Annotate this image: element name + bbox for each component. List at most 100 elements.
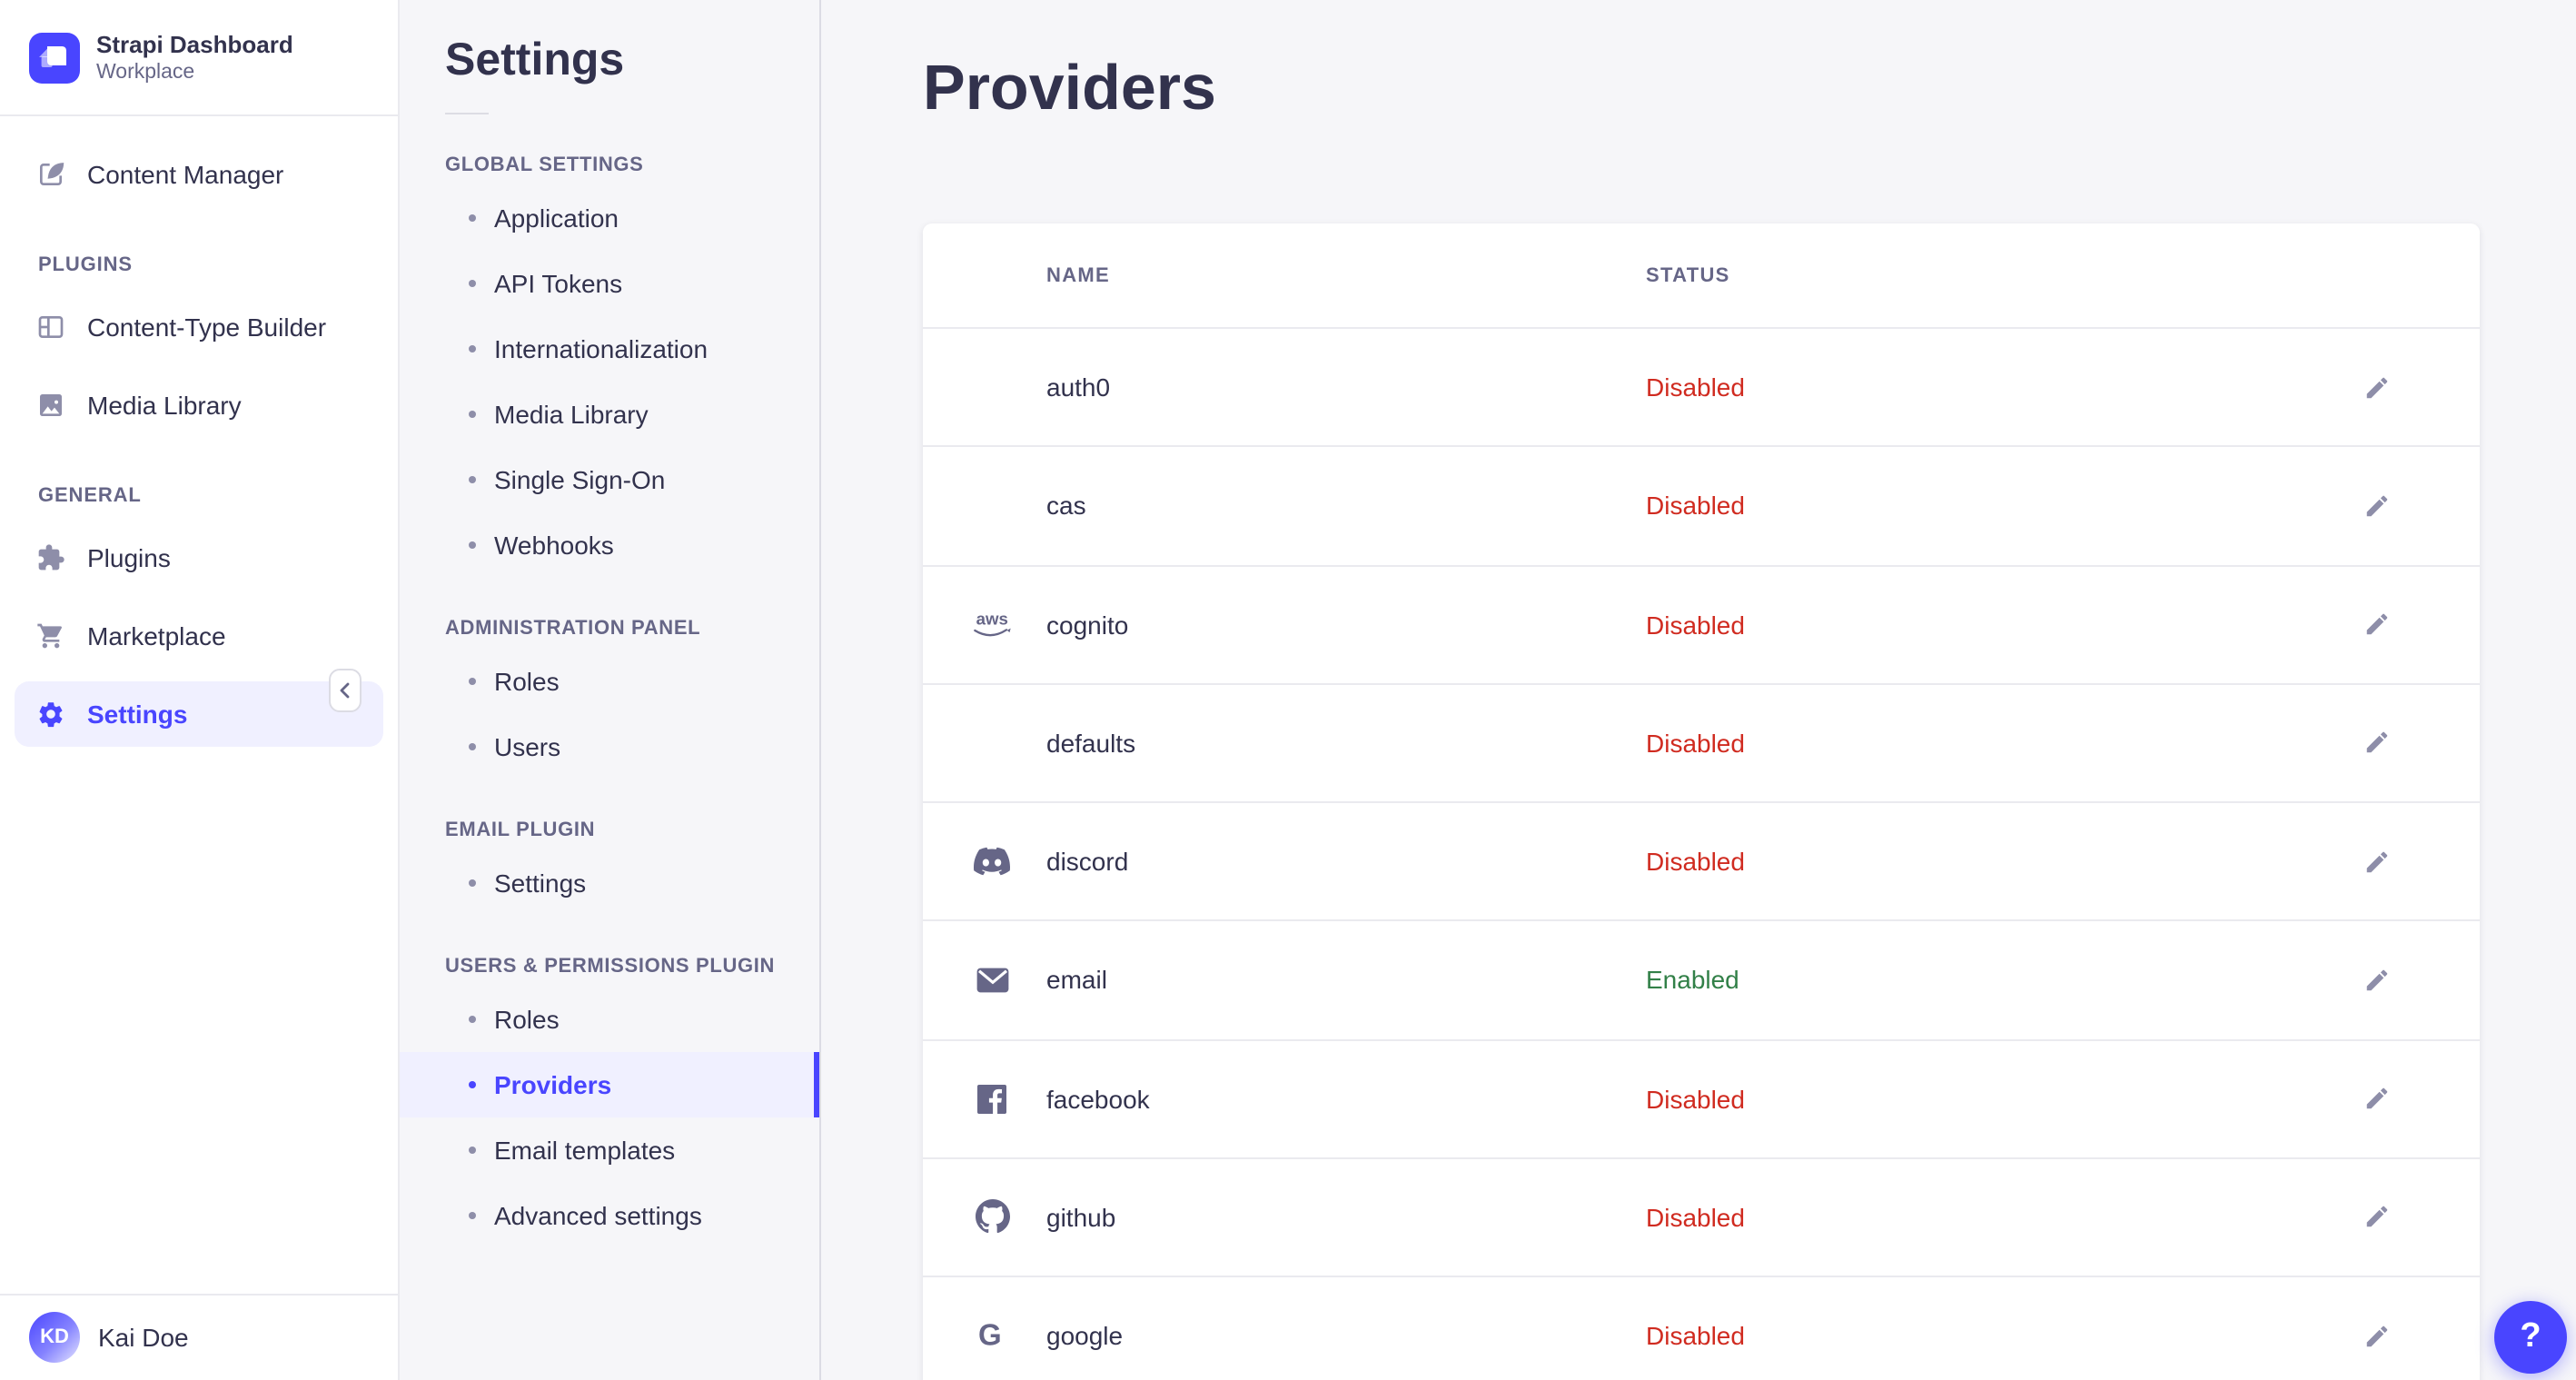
sidebar-item-label: Settings (87, 700, 188, 729)
settings-section-heading: USERS & PERMISSIONS PLUGIN (445, 956, 776, 978)
settings-nav-item-label: Email templates (494, 1136, 676, 1165)
status-badge: Disabled (1646, 1202, 1745, 1232)
provider-name: email (1046, 965, 1107, 995)
settings-nav-section: EMAIL PLUGIN Settings (400, 819, 819, 916)
settings-section-heading: EMAIL PLUGIN (445, 819, 596, 841)
layout-icon (36, 313, 65, 342)
sidebar-item[interactable]: Content Manager (15, 142, 383, 207)
status-badge: Disabled (1646, 610, 1745, 640)
bullet-icon (469, 214, 476, 222)
provider-icon (970, 365, 1014, 409)
settings-nav-item[interactable]: Users (400, 714, 819, 779)
user-profile[interactable]: KD Kai Doe (0, 1293, 398, 1380)
sidebar-item[interactable]: Settings (15, 681, 383, 747)
provider-name: cognito (1046, 610, 1129, 640)
table-row[interactable]: discord Disabled (923, 803, 2480, 922)
bullet-icon (469, 411, 476, 418)
status-badge: Disabled (1646, 1321, 1745, 1351)
edit-provider-button[interactable] (2347, 714, 2405, 772)
settings-nav-item-label: Providers (494, 1070, 612, 1099)
sidebar-item-label: Content Manager (87, 160, 284, 189)
provider-name: github (1046, 1202, 1116, 1232)
settings-nav-item[interactable]: Roles (400, 987, 819, 1052)
envelope-icon (970, 958, 1014, 1002)
bullet-icon (469, 743, 476, 750)
pencil-icon (2365, 850, 2387, 872)
puzzle-icon (36, 543, 65, 572)
table-row[interactable]: defaults Disabled (923, 685, 2480, 803)
edit-provider-button[interactable] (2347, 1069, 2405, 1127)
edit-provider-button[interactable] (2347, 951, 2405, 1009)
settings-nav-item[interactable]: Roles (400, 649, 819, 714)
provider-name: cas (1046, 491, 1086, 521)
help-button[interactable]: ? (2494, 1300, 2567, 1373)
provider-name: facebook (1046, 1084, 1150, 1114)
table-row[interactable]: facebook Disabled (923, 1040, 2480, 1159)
table-row[interactable]: auth0 Disabled (923, 329, 2480, 448)
settings-nav-item-label: Users (494, 732, 561, 761)
sidebar-item[interactable]: Content-Type Builder (15, 294, 383, 360)
status-badge: Disabled (1646, 491, 1745, 521)
settings-nav-item[interactable]: Webhooks (400, 512, 819, 578)
sidebar-item[interactable]: Media Library (15, 372, 383, 438)
bullet-icon (469, 476, 476, 483)
edit-provider-button[interactable] (2347, 595, 2405, 653)
bullet-icon (469, 1212, 476, 1219)
column-header-status: STATUS (1646, 264, 1730, 286)
bullet-icon (469, 879, 476, 887)
sidebar-item[interactable]: Plugins (15, 525, 383, 591)
settings-nav-item[interactable]: Single Sign-On (400, 447, 819, 512)
settings-nav-item[interactable]: API Tokens (400, 251, 819, 316)
status-badge: Disabled (1646, 728, 1745, 758)
settings-nav-item-label: Internationalization (494, 334, 708, 363)
table-row[interactable]: G google Disabled (923, 1277, 2480, 1380)
collapse-sidebar-button[interactable] (329, 668, 362, 712)
settings-section-heading: ADMINISTRATION PANEL (445, 618, 701, 640)
facebook-icon (970, 1077, 1014, 1120)
settings-nav-section: ADMINISTRATION PANEL Roles Users (400, 618, 819, 779)
bullet-icon (469, 280, 476, 287)
edit-provider-button[interactable] (2347, 1306, 2405, 1365)
table-row[interactable]: github Disabled (923, 1159, 2480, 1277)
edit-provider-button[interactable] (2347, 1188, 2405, 1246)
provider-name: google (1046, 1321, 1124, 1351)
svg-text:aws: aws (976, 609, 1008, 628)
pencil-icon (2365, 1087, 2387, 1109)
pencil-icon (2365, 376, 2387, 398)
edit-provider-button[interactable] (2347, 477, 2405, 535)
google-icon: G (970, 1314, 1014, 1357)
settings-nav-item-label: Roles (494, 667, 560, 696)
settings-nav-item[interactable]: Advanced settings (400, 1183, 819, 1248)
pencil-icon (2365, 495, 2387, 516)
bullet-icon (469, 1016, 476, 1023)
settings-nav-item[interactable]: Application (400, 185, 819, 251)
column-header-name: NAME (1046, 264, 1111, 286)
settings-nav-item[interactable]: Providers (400, 1052, 819, 1117)
settings-nav-item[interactable]: Media Library (400, 382, 819, 447)
question-mark-icon: ? (2520, 1316, 2541, 1355)
table-header-row: NAME STATUS (923, 223, 2480, 329)
workspace-name: Workplace (96, 61, 195, 83)
edit-provider-button[interactable] (2347, 358, 2405, 416)
settings-nav-item[interactable]: Settings (400, 850, 819, 916)
bullet-icon (469, 1147, 476, 1154)
chevron-left-icon (340, 682, 350, 698)
table-row[interactable]: cas Disabled (923, 448, 2480, 566)
settings-nav-item-label: Roles (494, 1005, 560, 1034)
strapi-logo-icon (29, 32, 80, 83)
sidebar-section-heading: PLUGINS (38, 254, 133, 276)
cart-icon (36, 621, 65, 650)
table-row[interactable]: email Enabled (923, 922, 2480, 1040)
settings-nav-item[interactable]: Email templates (400, 1117, 819, 1183)
feather-icon (36, 160, 65, 189)
pencil-icon (2365, 613, 2387, 635)
sidebar-item[interactable]: Marketplace (15, 603, 383, 669)
bullet-icon (469, 345, 476, 352)
settings-nav-item-label: Webhooks (494, 531, 614, 560)
edit-provider-button[interactable] (2347, 832, 2405, 890)
settings-nav-item[interactable]: Internationalization (400, 316, 819, 382)
pencil-icon (2365, 1325, 2387, 1346)
table-row[interactable]: aws cognito Disabled (923, 566, 2480, 685)
picture-icon (36, 391, 65, 420)
